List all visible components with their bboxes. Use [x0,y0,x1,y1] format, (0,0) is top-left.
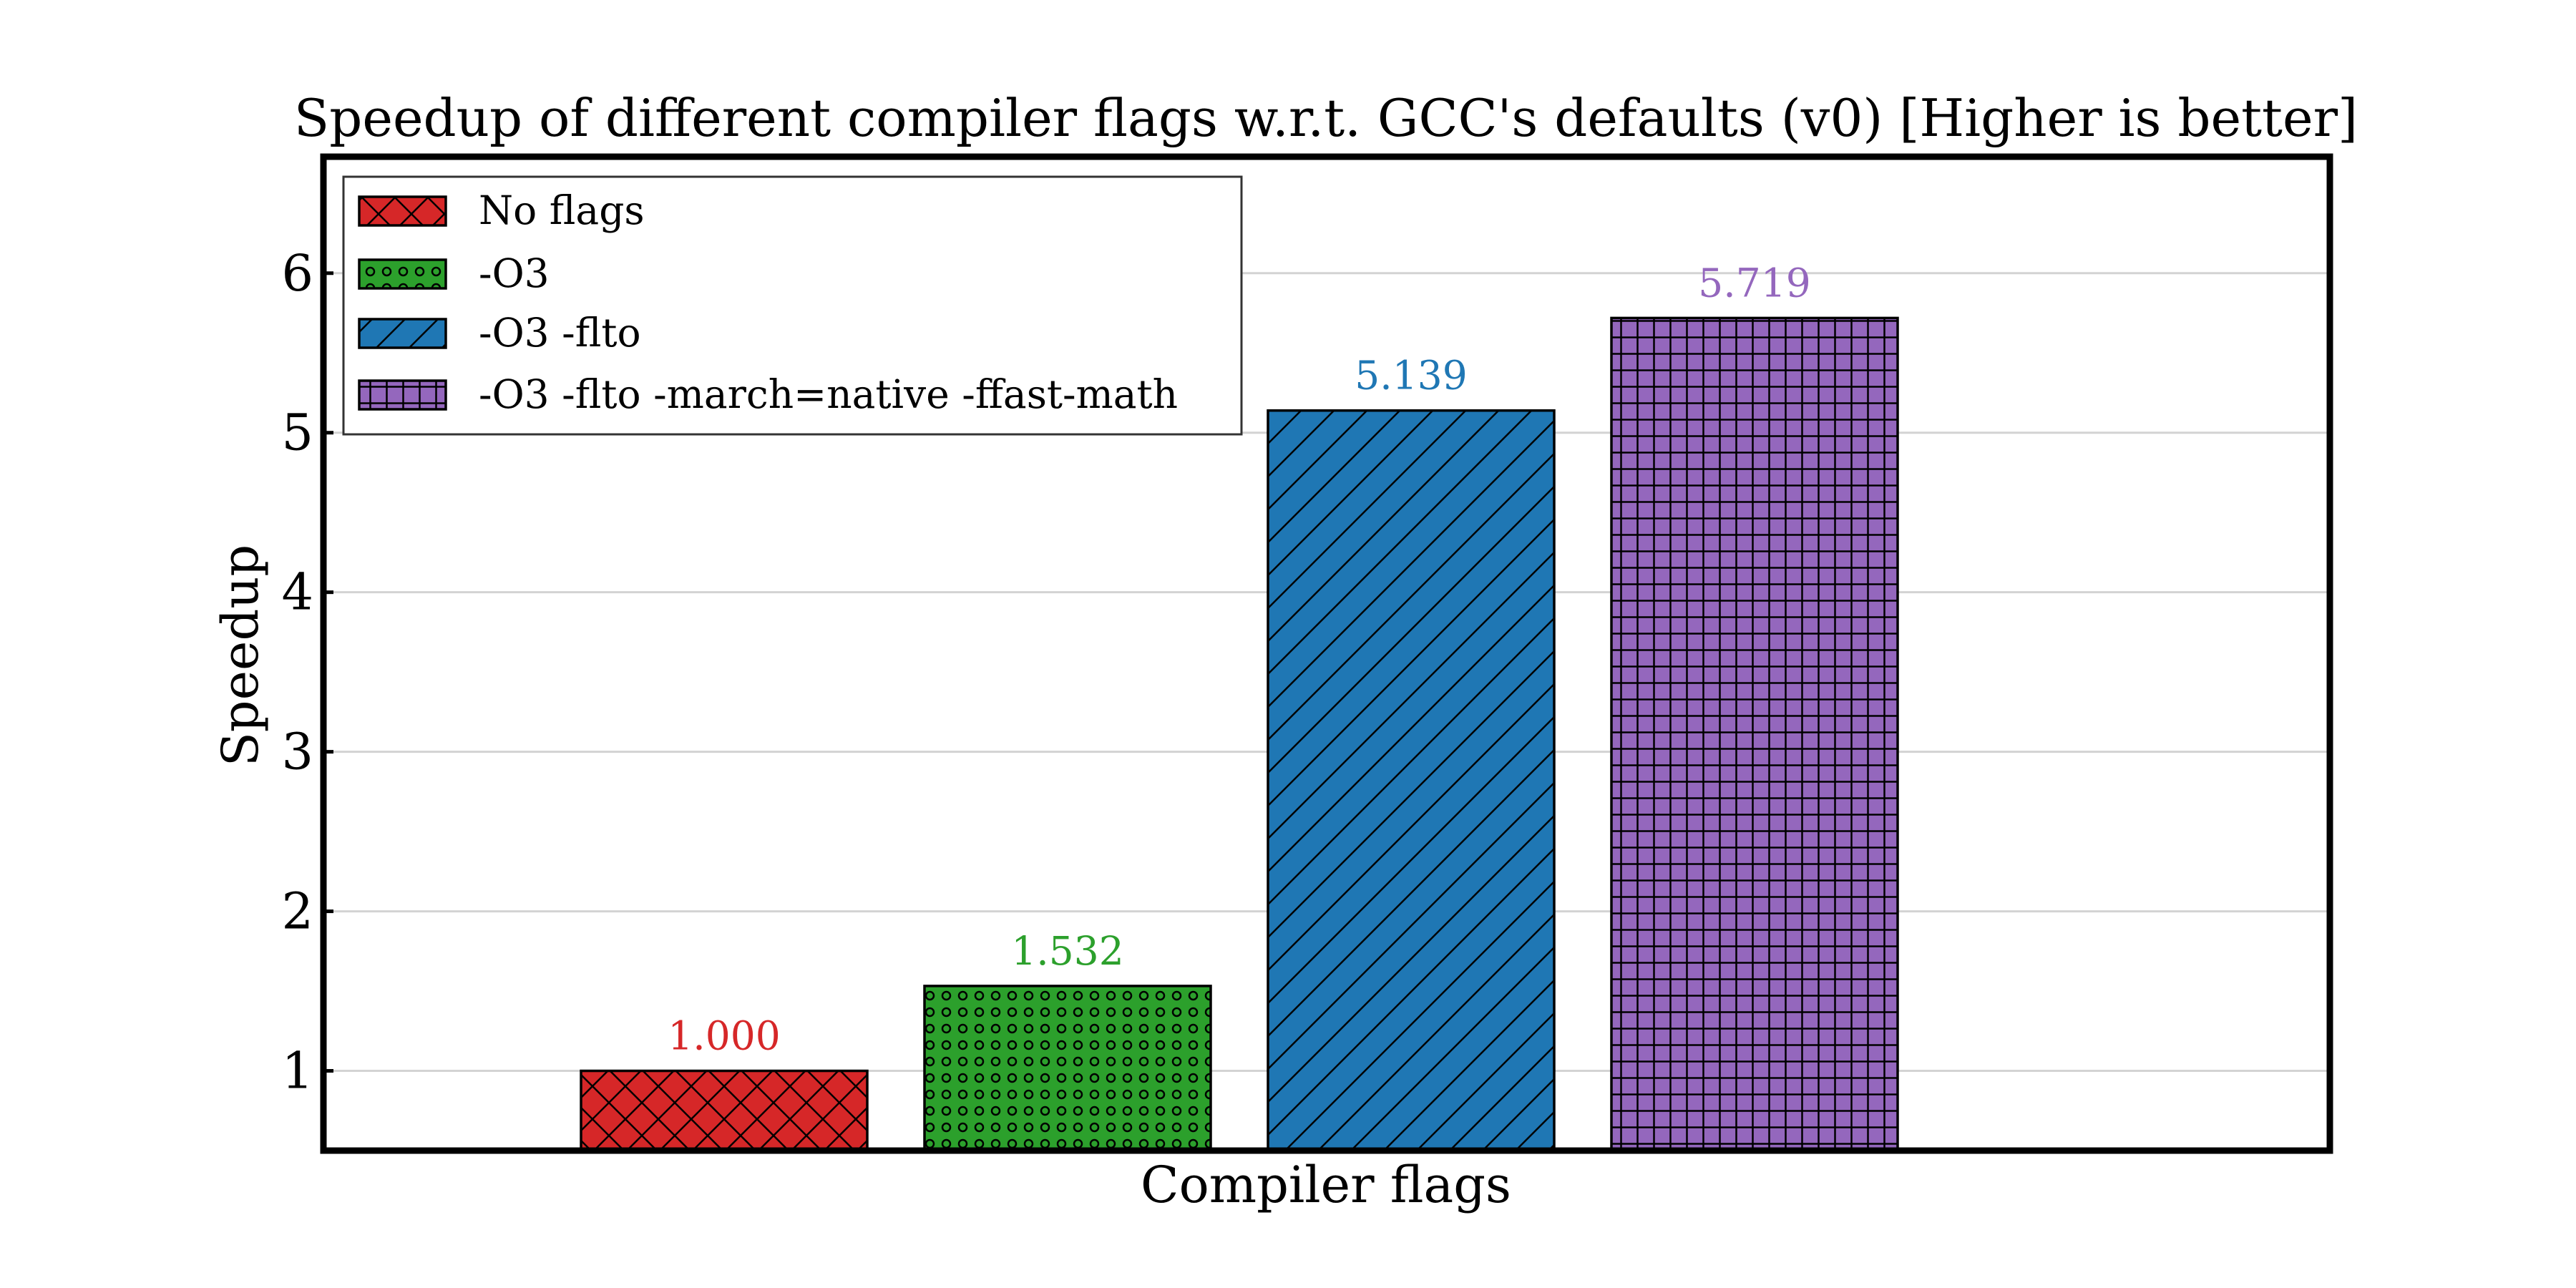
legend-label: -O3 -flto [479,310,641,356]
legend-swatch [358,318,447,349]
data-label: 5.719 [1698,260,1810,306]
y-tick-label: 6 [281,244,313,303]
legend-box [342,175,1243,436]
y-tick-label: 2 [281,882,313,941]
legend-label: -O3 [479,250,550,296]
legend-label: -O3 -flto -march=native -ffast-math [479,371,1178,417]
bar [1610,316,1899,1152]
legend-swatch [358,258,447,290]
bar [580,1069,869,1152]
data-label: 5.139 [1355,353,1467,399]
data-label: 1.000 [668,1013,780,1059]
bars [580,316,1899,1152]
data-label: 1.532 [1011,928,1123,974]
chart-title: Speedup of different compiler flags w.r.… [294,88,2358,148]
y-axis-label: Speedup [211,545,270,766]
bar [1267,409,1556,1152]
bar [923,985,1212,1152]
y-tick-label: 4 [281,563,313,622]
x-axis-label: Compiler flags [1141,1156,1511,1214]
legend-swatch [358,195,447,227]
y-axis-ticks: 1 2 3 4 5 6 [281,244,333,1101]
legend: No flags -O3 -O3 -flto -O3 -flto -march=nat… [342,175,1243,436]
plot-frame [320,153,2333,1154]
legend-label: No flags [479,187,645,233]
y-tick-label: 5 [281,404,313,462]
legend-swatch [358,379,447,411]
y-tick-label: 3 [281,723,313,781]
y-tick-label: 1 [281,1042,313,1101]
data-labels: 1.000 1.532 5.139 5.719 [668,260,1810,1058]
